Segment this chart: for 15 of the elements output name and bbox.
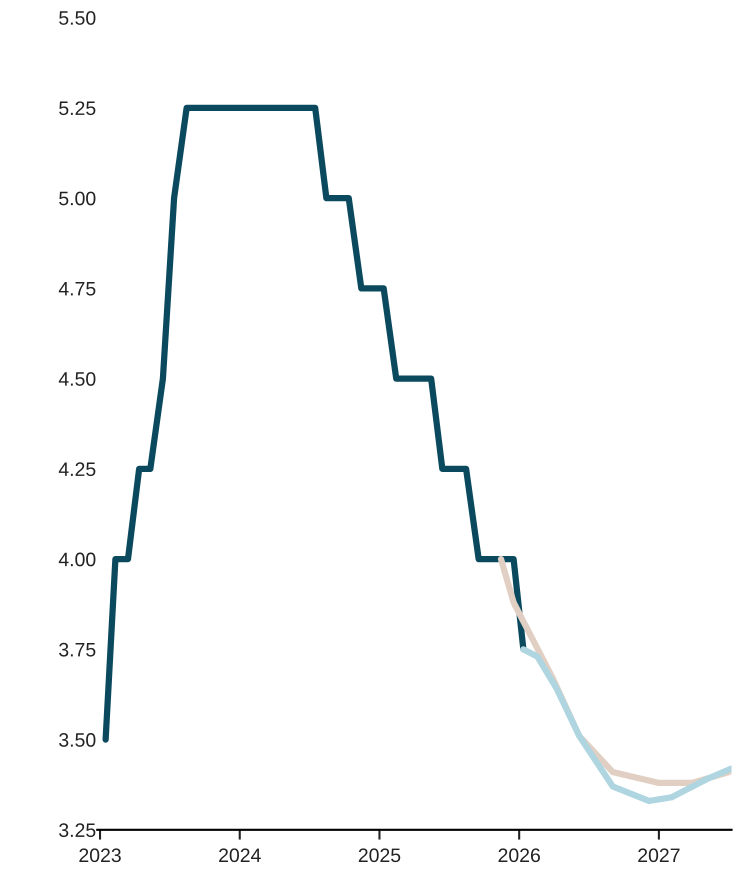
x-tick-label: 2025	[358, 848, 400, 862]
x-tick-label: 2027	[638, 848, 680, 862]
x-tick-label: 2024	[219, 848, 261, 862]
y-tick-label: 3.25	[59, 823, 96, 838]
y-tick-label: 4.50	[58, 372, 96, 386]
y-tick-label: 5.00	[59, 192, 96, 206]
y-tick-label: 5.25	[59, 101, 96, 116]
y-tick-label: 3.50	[59, 733, 96, 747]
x-tick-label: 2023	[79, 848, 121, 862]
y-tick-label: 4.75	[58, 282, 96, 296]
y-tick-label: 4.25	[58, 462, 96, 476]
y-tick-label: 4.00	[58, 552, 96, 566]
y-tick-label: 3.75	[59, 642, 96, 657]
y-tick-label: 5.50	[59, 11, 96, 25]
x-tick-label: 2026	[498, 848, 540, 862]
